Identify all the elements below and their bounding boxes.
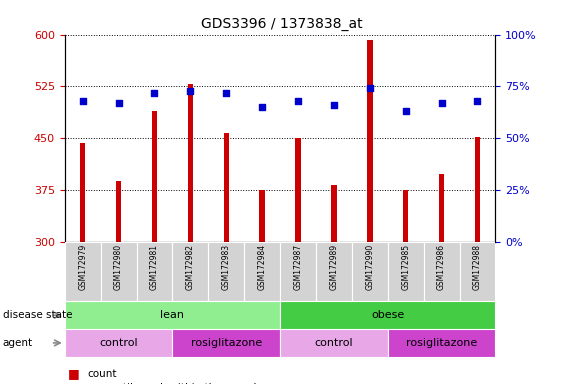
Bar — [152, 111, 157, 242]
Bar — [475, 137, 480, 242]
Bar — [331, 185, 337, 242]
Bar — [172, 329, 280, 357]
Text: ■: ■ — [68, 382, 79, 384]
Bar — [388, 329, 495, 357]
Text: obese: obese — [371, 310, 404, 320]
Text: agent: agent — [3, 338, 33, 348]
Bar — [65, 242, 101, 301]
Point — [473, 98, 482, 104]
Bar — [280, 301, 495, 329]
Point — [222, 89, 231, 96]
Bar — [260, 190, 265, 242]
Text: GDS3396 / 1373838_at: GDS3396 / 1373838_at — [200, 17, 363, 31]
Text: control: control — [99, 338, 138, 348]
Bar — [367, 40, 373, 242]
Bar — [352, 242, 388, 301]
Text: GSM172982: GSM172982 — [186, 244, 195, 290]
Text: GSM172984: GSM172984 — [258, 244, 267, 290]
Point — [150, 89, 159, 96]
Text: GSM172987: GSM172987 — [293, 244, 302, 290]
Point — [365, 85, 374, 91]
Bar — [280, 329, 388, 357]
Text: rosiglitazone: rosiglitazone — [191, 338, 262, 348]
Bar — [296, 138, 301, 242]
Text: GSM172979: GSM172979 — [78, 244, 87, 290]
Bar — [388, 242, 424, 301]
Bar — [459, 242, 495, 301]
Text: GSM172986: GSM172986 — [437, 244, 446, 290]
Point — [78, 98, 87, 104]
Bar — [187, 84, 193, 242]
Text: rosiglitazone: rosiglitazone — [406, 338, 477, 348]
Text: control: control — [315, 338, 353, 348]
Bar — [65, 329, 172, 357]
Bar — [80, 143, 86, 242]
Point — [293, 98, 302, 104]
Text: GSM172989: GSM172989 — [329, 244, 338, 290]
Text: count: count — [87, 369, 117, 379]
Text: ■: ■ — [68, 367, 79, 381]
Bar — [137, 242, 172, 301]
Bar — [439, 174, 444, 242]
Text: GSM172988: GSM172988 — [473, 244, 482, 290]
Bar — [208, 242, 244, 301]
Text: disease state: disease state — [3, 310, 72, 320]
Bar — [280, 242, 316, 301]
Bar — [244, 242, 280, 301]
Text: GSM172985: GSM172985 — [401, 244, 410, 290]
Point — [258, 104, 267, 110]
Bar — [101, 242, 137, 301]
Point — [329, 102, 338, 108]
Bar — [316, 242, 352, 301]
Text: lean: lean — [160, 310, 185, 320]
Bar — [224, 133, 229, 242]
Bar — [65, 301, 280, 329]
Point — [186, 88, 195, 94]
Text: GSM172990: GSM172990 — [365, 244, 374, 290]
Bar — [403, 190, 408, 242]
Text: GSM172983: GSM172983 — [222, 244, 231, 290]
Point — [401, 108, 410, 114]
Text: GSM172980: GSM172980 — [114, 244, 123, 290]
Point — [114, 100, 123, 106]
Text: GSM172981: GSM172981 — [150, 244, 159, 290]
Bar — [172, 242, 208, 301]
Bar — [424, 242, 459, 301]
Text: percentile rank within the sample: percentile rank within the sample — [87, 383, 263, 384]
Point — [437, 100, 446, 106]
Bar — [116, 181, 121, 242]
